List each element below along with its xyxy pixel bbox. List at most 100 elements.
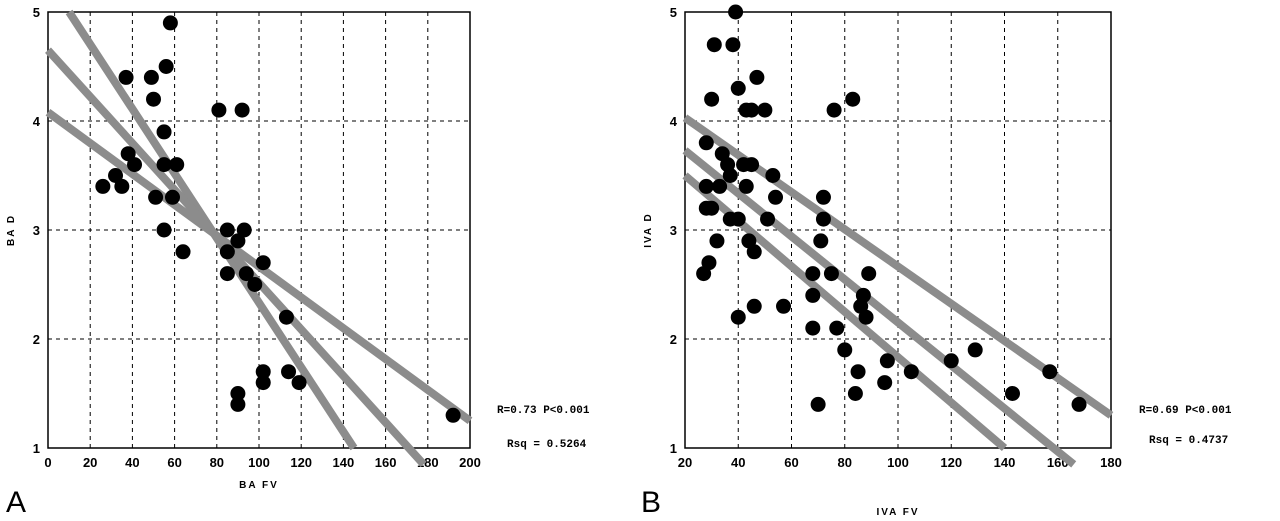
chart-a-data-point xyxy=(143,69,159,85)
chart-b-data-point xyxy=(855,287,871,303)
chart-b-data-point xyxy=(738,178,754,194)
chart-b-y-tick-label: 1 xyxy=(670,441,677,456)
chart-b-data-point xyxy=(829,320,845,336)
chart-a-data-point xyxy=(114,178,130,194)
chart-a-x-tick-label: 100 xyxy=(248,455,270,470)
chart-b-x-tick-label: 40 xyxy=(731,455,745,470)
chart-a-data-point xyxy=(158,59,174,74)
chart-b-stat-correlation: R=0.69 P<0.001 xyxy=(1139,405,1232,417)
chart-b-fit-line-regression xyxy=(682,147,1077,468)
chart-a-data-point xyxy=(156,124,172,140)
chart-a-data-point xyxy=(219,244,235,260)
chart-a-data-point xyxy=(169,157,185,173)
chart-b-data-point xyxy=(943,353,959,369)
chart-b-data-point xyxy=(850,364,866,380)
chart-b-data-point xyxy=(760,211,776,227)
chart-a-data-point xyxy=(95,178,111,194)
chart-a-y-axis-label: BA D xyxy=(6,214,17,246)
chart-a-data-point xyxy=(118,69,134,85)
chart-a-data-point xyxy=(156,222,172,238)
chart-a-data-point xyxy=(148,189,164,205)
chart-a-stat-correlation: R=0.73 P<0.001 xyxy=(497,405,590,417)
chart-b-data-point xyxy=(765,168,781,183)
chart-a-data-point xyxy=(255,255,271,271)
chart-b-x-tick-label: 120 xyxy=(940,455,962,470)
chart-b-data-point xyxy=(1042,364,1058,380)
chart-b-data-point xyxy=(810,396,826,412)
chart-b-data-point xyxy=(746,244,762,260)
chart-a-data-point xyxy=(219,222,235,238)
chart-b-x-tick-label: 80 xyxy=(838,455,852,470)
chart-a-data-point xyxy=(230,386,246,401)
chart-a-fit-line-regression xyxy=(45,47,427,468)
chart-b-data-point xyxy=(698,135,714,151)
chart-b-data-point xyxy=(722,168,738,183)
chart-b-data-point xyxy=(837,342,853,358)
chart-a-data-point xyxy=(234,102,250,118)
chart-b-x-tick-label: 140 xyxy=(994,455,1016,470)
chart-b-data-point xyxy=(1071,396,1087,412)
chart-b-y-tick-label: 2 xyxy=(670,332,677,347)
chart-a-data-point xyxy=(281,364,297,380)
chart-b-data-point xyxy=(706,37,722,53)
chart-b-x-tick-label: 100 xyxy=(887,455,909,470)
chart-b-data-point xyxy=(826,102,842,118)
chart-a-data-point xyxy=(108,168,124,183)
chart-b-data-point xyxy=(730,211,746,227)
chart-b-data-point xyxy=(746,298,762,314)
chart-a-x-tick-label: 20 xyxy=(83,455,97,470)
chart-a-x-axis-label: BA FV xyxy=(239,480,279,491)
chart-b-data-point xyxy=(815,211,831,227)
chart-b-data-point xyxy=(845,91,861,107)
chart-a-data-point xyxy=(164,189,180,205)
chart-a-data-point xyxy=(238,266,254,282)
chart-a-data-point xyxy=(219,266,235,282)
chart-b-data-point xyxy=(879,353,895,369)
chart-b-x-tick-label: 20 xyxy=(678,455,692,470)
chart-b-data-point xyxy=(768,189,784,205)
chart-b-y-tick-label: 3 xyxy=(670,223,677,238)
chart-a-data-point xyxy=(255,375,271,391)
chart-a-y-tick-label: 2 xyxy=(33,332,40,347)
chart-b-y-tick-label: 4 xyxy=(670,114,678,129)
chart-b-data-point xyxy=(903,364,919,380)
chart-b-data-point xyxy=(725,37,741,53)
chart-b-data-point xyxy=(877,375,893,391)
chart-a-data-point xyxy=(162,15,178,31)
chart-b-x-tick-label: 60 xyxy=(784,455,798,470)
chart-a-data-point xyxy=(146,91,161,107)
chart-b-data-point xyxy=(730,309,746,325)
chart-b-data-point xyxy=(805,320,821,336)
chart-b-data-point xyxy=(805,266,821,282)
chart-a-x-tick-label: 60 xyxy=(167,455,181,470)
chart-b-data-point xyxy=(861,266,877,282)
chart-b-data-point xyxy=(858,309,874,325)
chart-a-x-tick-label: 0 xyxy=(44,455,51,470)
chart-a-y-tick-label: 3 xyxy=(33,223,40,238)
chart-a-y-tick-label: 4 xyxy=(33,114,41,129)
chart-a-y-tick-label: 5 xyxy=(33,5,40,20)
chart-b-data-point xyxy=(847,386,863,401)
chart-a-data-point xyxy=(156,157,172,173)
panel-label-b: B xyxy=(641,486,662,519)
panel-label-a: A xyxy=(6,486,27,519)
chart-a-data-point xyxy=(255,364,271,380)
chart-a-y-tick-label: 1 xyxy=(33,441,40,456)
chart-b-x-tick-label: 180 xyxy=(1100,455,1122,470)
chart-a-data-point xyxy=(230,233,246,249)
chart-b-data-point xyxy=(805,287,821,303)
chart-a-x-tick-label: 120 xyxy=(290,455,312,470)
chart-a-x-tick-label: 160 xyxy=(375,455,397,470)
chart-b-data-point xyxy=(757,102,773,118)
chart-b-stat-rsq: Rsq = 0.4737 xyxy=(1149,435,1228,447)
chart-a-data-point xyxy=(278,309,294,325)
chart-b-data-point xyxy=(967,342,983,358)
chart-b-data-point xyxy=(712,178,728,194)
chart-b-plot-frame xyxy=(684,11,1112,449)
chart-b-data-point xyxy=(704,200,720,216)
chart-a-x-tick-label: 80 xyxy=(210,455,224,470)
chart-a-plot-frame xyxy=(47,11,471,449)
chart-b-y-tick-label: 5 xyxy=(670,5,677,20)
chart-b-data-point xyxy=(744,157,760,173)
